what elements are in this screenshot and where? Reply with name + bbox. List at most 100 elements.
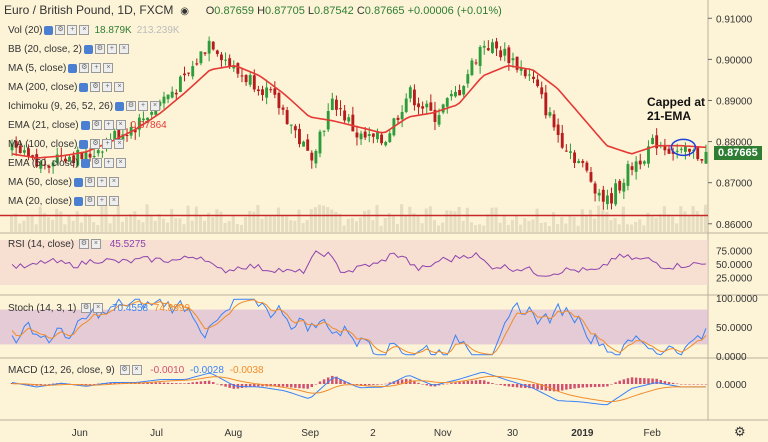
add-icon[interactable]: + bbox=[96, 177, 107, 188]
volume-bar bbox=[560, 217, 564, 232]
candle-body bbox=[519, 67, 523, 71]
macd-histogram-bar bbox=[643, 378, 646, 384]
macd-histogram-bar bbox=[478, 380, 482, 384]
macd-histogram-bar bbox=[663, 381, 667, 384]
indicator-row[interactable]: MA (5, close) ⚙ + × bbox=[8, 63, 114, 74]
candle-body bbox=[367, 134, 371, 136]
price-tick-label: 0.86000 bbox=[716, 220, 753, 231]
visibility-icon[interactable] bbox=[44, 25, 54, 35]
settings-icon[interactable]: ⚙ bbox=[55, 25, 66, 36]
settings-gear-icon[interactable]: ⚙ bbox=[734, 424, 746, 439]
stoch-d-value: 74.8999 bbox=[153, 303, 191, 314]
close-icon[interactable]: × bbox=[108, 177, 119, 188]
close-icon[interactable]: × bbox=[115, 120, 126, 131]
candle-body bbox=[651, 137, 655, 144]
settings-icon[interactable]: ⚙ bbox=[84, 196, 95, 207]
volume-bar bbox=[506, 224, 510, 232]
candle-body bbox=[220, 54, 223, 61]
settings-icon[interactable]: ⚙ bbox=[81, 303, 92, 314]
indicator-row[interactable]: BB (20, close, 2) ⚙ + × bbox=[8, 44, 129, 55]
volume-bar bbox=[658, 214, 662, 232]
annotation-line-2: 21-EMA bbox=[647, 109, 692, 123]
close-icon[interactable]: × bbox=[115, 158, 126, 169]
settings-icon[interactable]: ⚙ bbox=[90, 139, 101, 150]
add-icon[interactable]: + bbox=[102, 139, 113, 150]
candle-body bbox=[195, 63, 199, 65]
indicator-row[interactable]: EMA (50, close) ⚙ + × bbox=[8, 158, 126, 169]
add-icon[interactable]: + bbox=[103, 120, 114, 131]
settings-icon[interactable]: ⚙ bbox=[84, 177, 95, 188]
volume-bar bbox=[227, 221, 231, 232]
volume-bar bbox=[367, 209, 371, 232]
close-icon[interactable]: × bbox=[93, 303, 104, 314]
add-icon[interactable]: + bbox=[67, 25, 78, 36]
indicator-row[interactable]: EMA (21, close) ⚙ + × 0.87864 bbox=[8, 120, 167, 131]
add-icon[interactable]: + bbox=[103, 158, 114, 169]
visibility-icon[interactable] bbox=[73, 196, 83, 206]
volume-bar bbox=[593, 218, 597, 232]
indicator-row[interactable]: MA (200, close) ⚙ + × bbox=[8, 82, 125, 93]
volume-bar bbox=[408, 206, 412, 232]
ohlc-open: 0.87659 bbox=[214, 5, 255, 17]
close-icon[interactable]: × bbox=[150, 101, 161, 112]
candle-body bbox=[495, 41, 498, 49]
settings-icon[interactable]: ⚙ bbox=[90, 82, 101, 93]
macd-histogram-bar bbox=[199, 381, 203, 384]
settings-icon[interactable]: ⚙ bbox=[79, 63, 90, 74]
settings-icon[interactable]: ⚙ bbox=[126, 101, 137, 112]
close-icon[interactable]: × bbox=[79, 25, 90, 36]
indicator-row[interactable]: Ichimoku (9, 26, 52, 26) ⚙ + × bbox=[8, 101, 161, 112]
macd-label: MACD (12, 26, close, 9) bbox=[8, 365, 115, 376]
close-icon[interactable]: × bbox=[114, 139, 125, 150]
add-icon[interactable]: + bbox=[138, 101, 149, 112]
close-icon[interactable]: × bbox=[103, 63, 114, 74]
candle-body bbox=[593, 183, 597, 194]
settings-icon[interactable]: ⚙ bbox=[119, 365, 130, 376]
indicator-row[interactable]: Vol (20) ⚙ + × 18.879K 213.239K bbox=[8, 25, 180, 36]
add-icon[interactable]: + bbox=[106, 44, 117, 55]
candle-body bbox=[72, 155, 76, 164]
macd-tick-label: 0.0000 bbox=[716, 380, 747, 391]
indicator-row[interactable]: MA (20, close) ⚙ + × bbox=[8, 196, 119, 207]
candle-body bbox=[638, 160, 642, 165]
volume-bar bbox=[671, 216, 675, 232]
volume-bar bbox=[149, 216, 153, 232]
close-icon[interactable]: × bbox=[108, 196, 119, 207]
close-icon[interactable]: × bbox=[131, 365, 142, 376]
visibility-icon[interactable] bbox=[83, 44, 93, 54]
visibility-icon[interactable] bbox=[73, 177, 83, 187]
macd-histogram-bar bbox=[519, 384, 523, 388]
candle-body bbox=[421, 106, 425, 109]
close-icon[interactable]: × bbox=[118, 44, 129, 55]
indicator-row[interactable]: MA (100, close) ⚙ + × bbox=[8, 139, 125, 150]
volume-bar bbox=[309, 209, 313, 232]
macd-histogram-bar bbox=[212, 382, 215, 384]
candle-body bbox=[560, 132, 564, 148]
add-icon[interactable]: + bbox=[91, 63, 102, 74]
close-icon[interactable]: × bbox=[114, 82, 125, 93]
volume-bar bbox=[601, 210, 605, 232]
close-icon[interactable]: × bbox=[90, 239, 101, 250]
visibility-icon[interactable] bbox=[80, 120, 90, 130]
macd-histogram-bar bbox=[216, 383, 219, 385]
volume-bar bbox=[157, 213, 161, 232]
volume-bar bbox=[551, 212, 556, 232]
visibility-icon[interactable] bbox=[79, 82, 89, 92]
settings-icon[interactable]: ⚙ bbox=[78, 239, 89, 250]
candle-body bbox=[256, 89, 260, 92]
indicator-row[interactable]: MA (50, close) ⚙ + × bbox=[8, 177, 119, 188]
visibility-icon[interactable] bbox=[115, 101, 125, 111]
settings-icon[interactable]: ⚙ bbox=[91, 158, 102, 169]
price-tick-label: 0.89000 bbox=[716, 96, 753, 107]
macd-histogram-bar bbox=[684, 384, 687, 385]
visibility-icon[interactable] bbox=[79, 139, 89, 149]
visibility-icon[interactable]: ◉ bbox=[180, 6, 189, 17]
settings-icon[interactable]: ⚙ bbox=[91, 120, 102, 131]
settings-icon[interactable]: ⚙ bbox=[94, 44, 105, 55]
candle-body bbox=[100, 151, 104, 153]
visibility-icon[interactable] bbox=[68, 63, 78, 73]
visibility-icon[interactable] bbox=[80, 158, 90, 168]
add-icon[interactable]: + bbox=[96, 196, 107, 207]
add-icon[interactable]: + bbox=[102, 82, 113, 93]
